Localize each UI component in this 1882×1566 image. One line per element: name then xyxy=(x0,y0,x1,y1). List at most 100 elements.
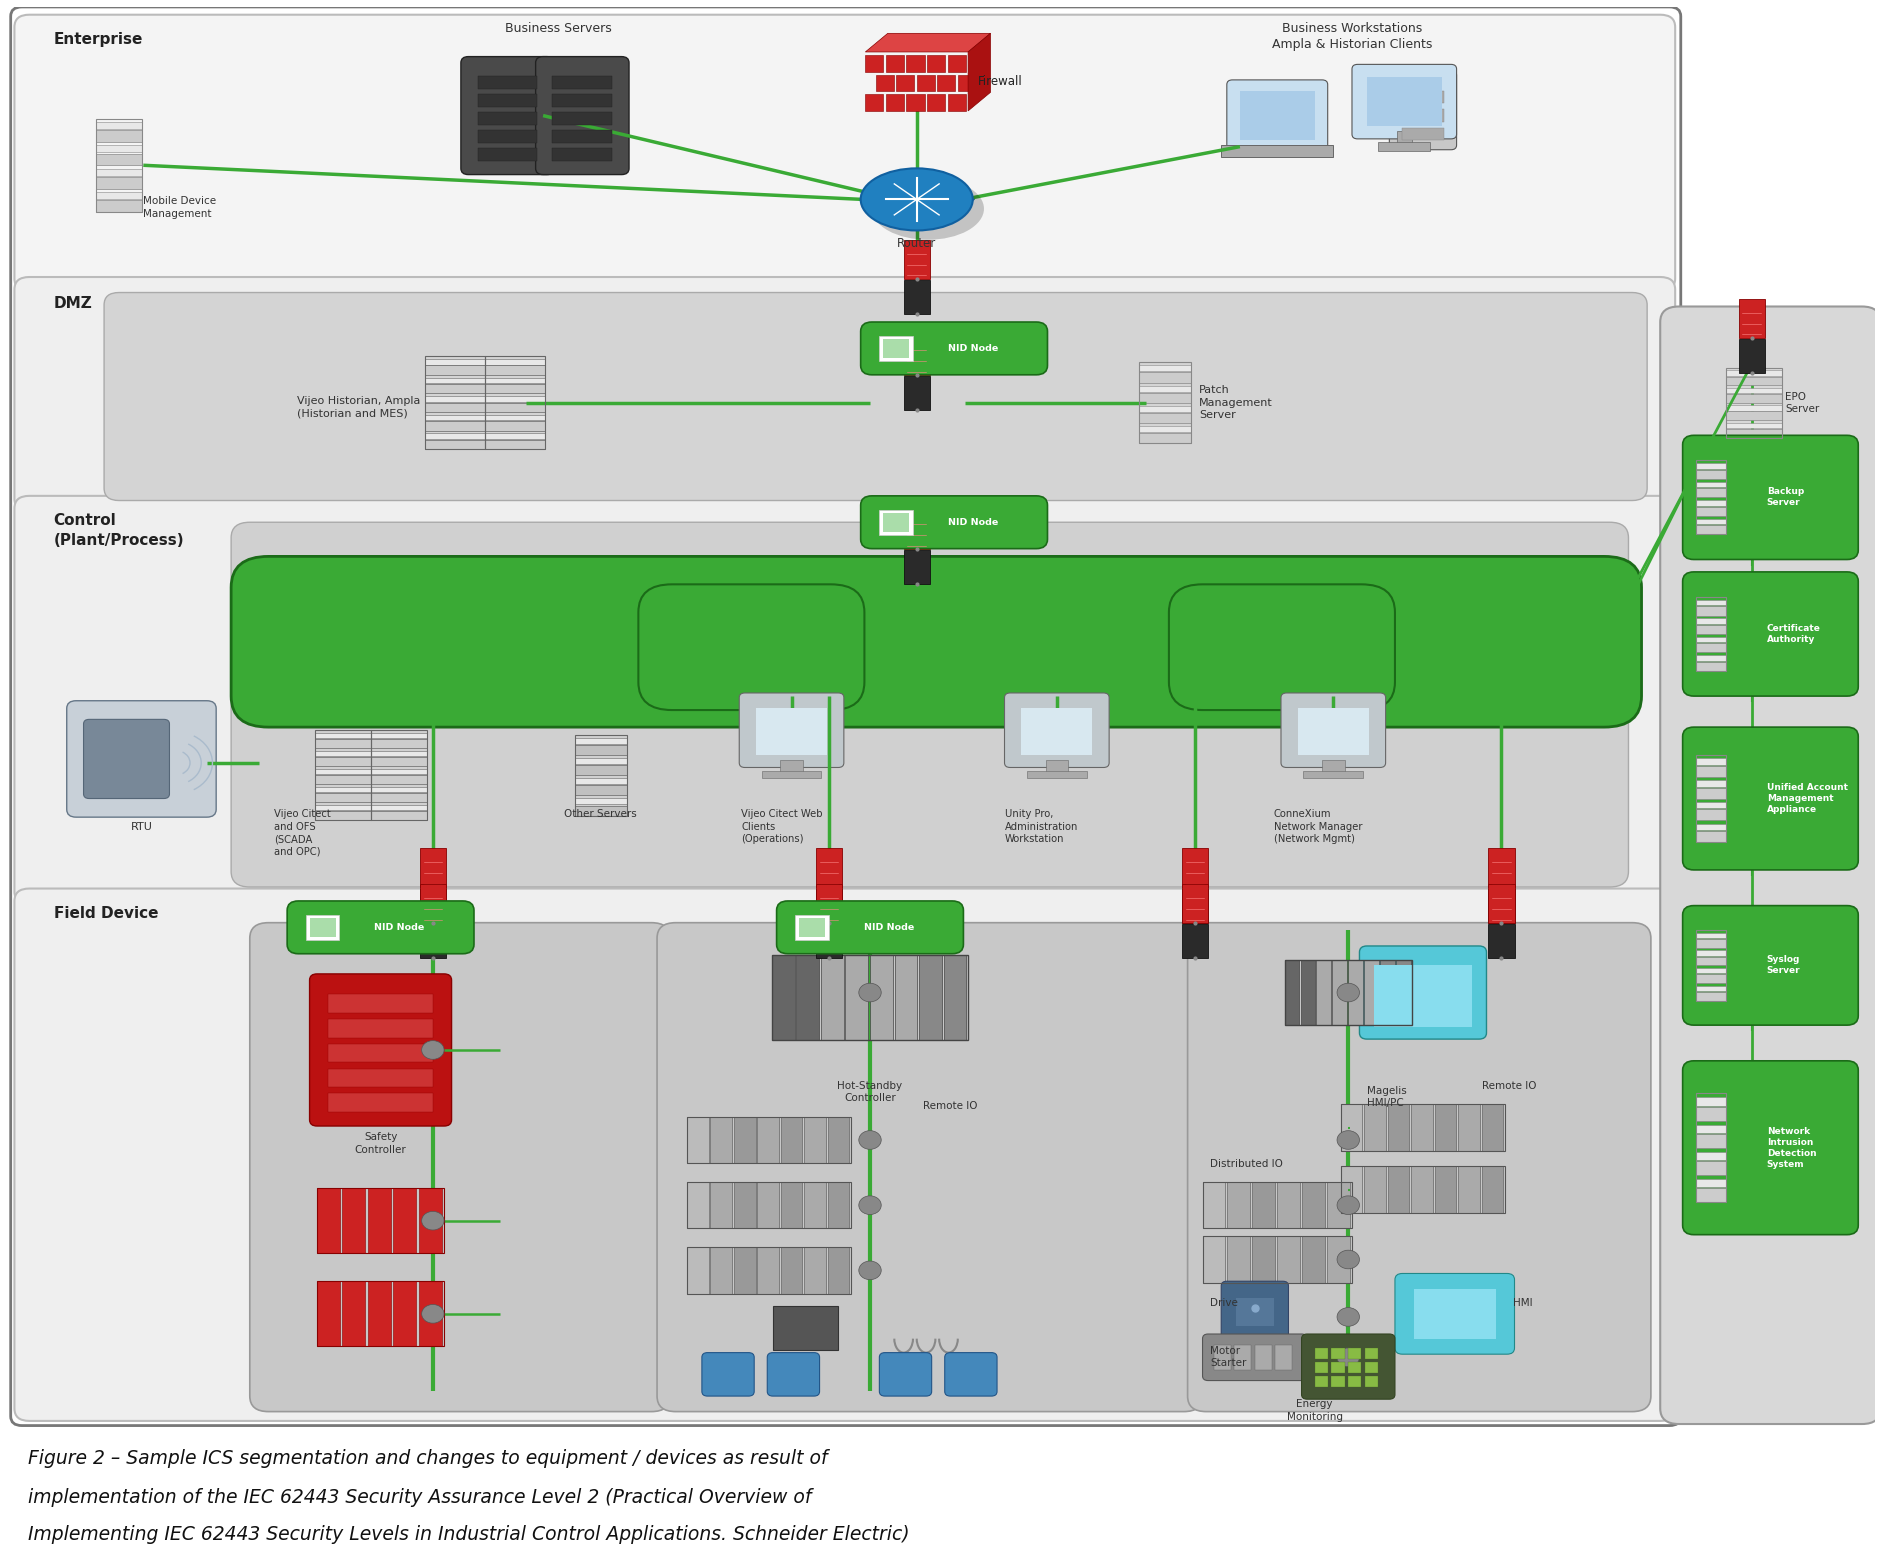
Bar xyxy=(828,1247,849,1294)
Circle shape xyxy=(1336,1131,1359,1149)
Bar xyxy=(486,359,546,365)
Bar xyxy=(486,421,546,431)
Bar xyxy=(1481,1104,1504,1151)
Bar xyxy=(1696,470,1726,479)
Bar xyxy=(1696,637,1726,642)
Bar xyxy=(1227,1182,1250,1228)
Bar xyxy=(1696,832,1726,843)
Text: Hot-Standby
Controller: Hot-Standby Controller xyxy=(837,1081,903,1104)
Bar xyxy=(1434,1104,1457,1151)
Bar xyxy=(828,1117,849,1164)
Bar xyxy=(1402,128,1443,141)
Bar xyxy=(425,396,486,402)
Bar xyxy=(1413,1289,1496,1339)
Bar xyxy=(1182,883,1208,922)
FancyBboxPatch shape xyxy=(461,56,555,174)
Bar xyxy=(1696,619,1726,623)
Bar xyxy=(886,94,903,111)
Bar xyxy=(1240,91,1316,141)
Bar xyxy=(1203,1182,1351,1228)
Bar xyxy=(1726,376,1782,385)
Bar xyxy=(1366,77,1442,127)
Bar xyxy=(574,799,627,805)
Bar xyxy=(1696,1093,1726,1203)
Text: Enterprise: Enterprise xyxy=(55,31,143,47)
FancyBboxPatch shape xyxy=(879,1353,932,1395)
Bar xyxy=(307,915,339,940)
Bar xyxy=(371,758,427,766)
Bar xyxy=(1402,110,1443,122)
Bar xyxy=(781,1182,802,1228)
FancyBboxPatch shape xyxy=(231,521,1628,886)
Bar xyxy=(316,1189,444,1253)
Bar xyxy=(1696,600,1726,606)
Text: Distributed IO: Distributed IO xyxy=(1210,1159,1284,1168)
FancyBboxPatch shape xyxy=(860,323,1048,374)
FancyBboxPatch shape xyxy=(536,56,629,174)
Bar xyxy=(1459,1104,1479,1151)
FancyBboxPatch shape xyxy=(702,1353,755,1395)
Text: Business Servers: Business Servers xyxy=(504,22,612,36)
Bar xyxy=(781,760,804,772)
Bar xyxy=(1696,810,1726,821)
Bar xyxy=(1327,1236,1349,1283)
Bar xyxy=(314,805,371,810)
Bar xyxy=(1364,1348,1378,1359)
Text: Syslog
Server: Syslog Server xyxy=(1767,955,1801,976)
Bar xyxy=(1302,1236,1325,1283)
Bar xyxy=(96,122,143,128)
Bar xyxy=(1236,1298,1274,1326)
Bar xyxy=(1412,1167,1432,1214)
Bar xyxy=(1696,482,1726,487)
Bar xyxy=(1340,1104,1363,1151)
Bar xyxy=(1340,1167,1506,1214)
Bar xyxy=(1387,1167,1410,1214)
FancyBboxPatch shape xyxy=(1389,70,1457,150)
Bar xyxy=(314,758,371,766)
Bar xyxy=(947,55,965,72)
Bar xyxy=(1364,1377,1378,1387)
Bar xyxy=(883,514,909,531)
FancyBboxPatch shape xyxy=(1203,1334,1308,1381)
Bar xyxy=(1203,1236,1225,1283)
Bar xyxy=(420,888,446,922)
Bar xyxy=(903,511,930,548)
Bar xyxy=(96,177,143,188)
FancyBboxPatch shape xyxy=(740,694,843,767)
Bar xyxy=(96,200,143,211)
Bar xyxy=(1285,960,1412,1026)
Bar xyxy=(1696,525,1726,534)
Text: Router: Router xyxy=(898,236,937,249)
Bar xyxy=(1696,788,1726,799)
Bar xyxy=(774,1306,837,1350)
FancyBboxPatch shape xyxy=(657,922,1203,1411)
Polygon shape xyxy=(967,33,990,111)
Bar xyxy=(781,1117,802,1164)
Bar xyxy=(958,75,977,91)
Bar xyxy=(478,94,538,106)
Bar xyxy=(1696,655,1726,661)
Bar xyxy=(1387,1104,1410,1151)
Bar xyxy=(371,769,427,774)
Bar xyxy=(1252,1236,1276,1283)
Bar xyxy=(314,752,371,756)
Bar xyxy=(886,55,903,72)
Bar xyxy=(1696,933,1726,938)
Circle shape xyxy=(1336,1348,1359,1367)
Bar xyxy=(1726,395,1782,402)
Bar xyxy=(1348,1348,1361,1359)
Bar xyxy=(1696,755,1726,843)
Bar xyxy=(1696,500,1726,506)
Circle shape xyxy=(858,1196,881,1215)
Bar xyxy=(1396,132,1412,144)
Text: Vijeo Citect
and OFS
(SCADA
and OPC): Vijeo Citect and OFS (SCADA and OPC) xyxy=(275,810,331,857)
FancyBboxPatch shape xyxy=(1188,922,1651,1411)
Bar xyxy=(371,775,427,785)
Bar xyxy=(1327,1182,1349,1228)
Bar xyxy=(1696,930,1726,1001)
Bar xyxy=(316,1281,341,1347)
Bar xyxy=(1726,429,1782,437)
Bar xyxy=(1696,1189,1726,1203)
Bar xyxy=(486,355,546,449)
FancyBboxPatch shape xyxy=(1359,946,1487,1040)
